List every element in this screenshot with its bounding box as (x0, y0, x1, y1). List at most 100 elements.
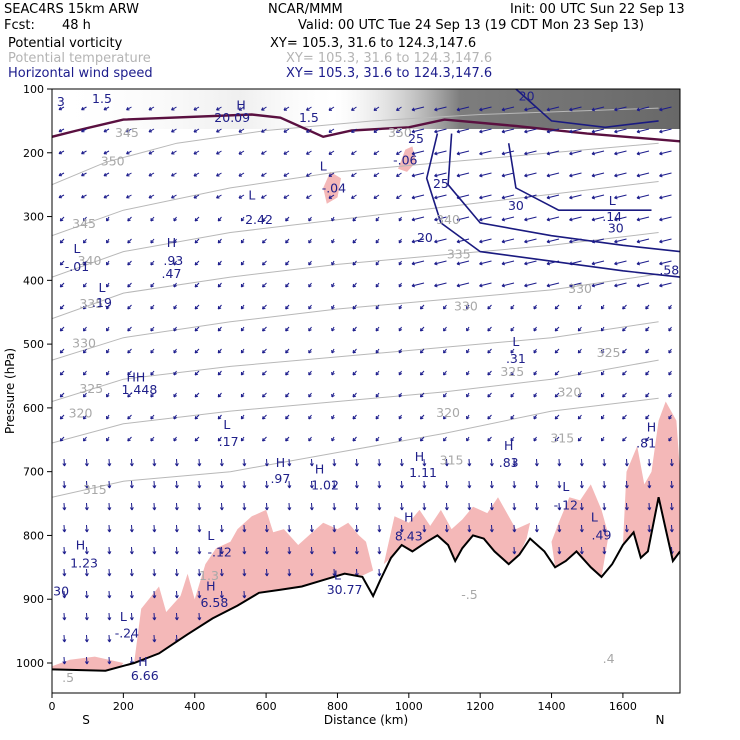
wind-vector-268 (306, 106, 312, 111)
wind-vector-560 (614, 106, 627, 112)
wind-vector-299 (331, 304, 335, 310)
wind-vector-355 (377, 568, 382, 577)
wind-vector-33 (82, 260, 87, 266)
wind-vector-250 (283, 194, 290, 199)
wind-vector-0 (58, 106, 65, 111)
y-tick-label-200: 200 (23, 147, 44, 160)
wind-vector-123 (152, 524, 157, 533)
wind-vector-471 (510, 436, 515, 442)
wind-vector-331 (354, 524, 359, 533)
wind-vector-446 (487, 326, 492, 332)
x-tick-label-600: 600 (256, 700, 277, 713)
stratosphere-shading (52, 89, 680, 129)
wind-vector-119 (150, 436, 155, 442)
wind-vector-521 (569, 172, 582, 178)
pv-label-26: 1.11 (409, 465, 437, 480)
wind-vector-142 (173, 392, 177, 398)
wind-vector-260 (285, 414, 290, 420)
wind-vector-210 (240, 304, 245, 310)
wind-vector-72 (107, 546, 112, 555)
field-xy-pv: XY= 105.3, 31.6 to 124.3,147.6 (270, 36, 477, 51)
wind-vector-349 (375, 436, 380, 442)
pv-label-10: L (74, 241, 81, 256)
wind-vector-572 (622, 370, 627, 376)
wind-vector-315 (351, 172, 357, 177)
wind-vector-347 (375, 392, 380, 398)
wind-vector-192 (217, 414, 222, 420)
wind-vector-453 (489, 480, 494, 489)
wind-vector-85 (127, 260, 132, 266)
wind-vector-226 (261, 150, 267, 155)
wind-vector-577 (624, 480, 629, 489)
pv-label-22: .97 (270, 471, 290, 486)
pv-label-25: H (415, 449, 424, 464)
forecast-label: Fcst: (4, 18, 35, 33)
wind-vector-34 (82, 282, 87, 288)
wind-vector-505 (546, 282, 560, 288)
wind-vector-98 (129, 546, 134, 555)
wind-vector-270 (306, 150, 312, 155)
wind-vector-594 (645, 414, 650, 420)
wind-vector-596 (647, 458, 652, 467)
theta-label-2: 325 (79, 381, 103, 396)
wind-vector-261 (285, 436, 290, 442)
wind-vector-207 (240, 238, 245, 244)
wind-vector-561 (614, 128, 627, 134)
wind-vector-543 (591, 194, 605, 200)
wind-vector-68 (107, 458, 112, 467)
wind-vector-215 (240, 414, 245, 420)
wind-vector-3 (58, 172, 65, 177)
wind-vector-158 (193, 194, 200, 199)
wind-vector-255 (285, 304, 290, 310)
wind-vector-480 (524, 172, 537, 178)
wind-vector-335 (373, 128, 380, 133)
wind-vector-102 (129, 634, 134, 643)
wind-vector-30 (81, 194, 87, 199)
wind-vector-64 (106, 370, 110, 376)
theta-label-3: 330 (72, 335, 96, 350)
wind-vector-191 (217, 392, 222, 398)
x-tick-label-1200: 1200 (466, 700, 494, 713)
wind-vector-76 (107, 634, 112, 643)
wind-vector-256 (285, 326, 290, 332)
wind-vector-603 (659, 172, 672, 178)
wind-vector-600 (659, 106, 672, 112)
wind-vector-376 (411, 106, 425, 112)
wind-vector-566 (614, 238, 627, 244)
wind-vector-228 (261, 194, 267, 199)
wind-vector-295 (331, 216, 335, 222)
pv-label-51: -.24 (115, 626, 139, 641)
wind-vector-265 (287, 524, 292, 533)
wind-vector-286 (309, 502, 314, 511)
wind-vector-477 (524, 106, 537, 112)
wind-vector-318 (352, 238, 357, 244)
wind-vector-201 (238, 106, 245, 111)
wind-vector-481 (524, 194, 537, 200)
pv-label-43: -.12 (208, 545, 232, 560)
wind-vector-73 (107, 568, 112, 577)
wind-vector-108 (148, 194, 155, 199)
wind-vector-283 (308, 436, 312, 442)
wind-vector-129 (171, 106, 177, 111)
wind-vector-281 (308, 392, 312, 398)
wind-vector-370 (398, 414, 403, 420)
pv-label-2: H (236, 97, 245, 112)
wind-vector-524 (569, 238, 582, 244)
wind-vector-360 (396, 194, 402, 199)
wind-vector-35 (82, 304, 87, 310)
wind-vectors (58, 106, 674, 665)
terrain-fill (52, 497, 680, 693)
wind-vector-466 (510, 326, 515, 332)
x-tick-label-200: 200 (113, 700, 134, 713)
wind-vector-167 (194, 392, 200, 398)
wind-vector-136 (173, 260, 177, 266)
wind-vector-467 (510, 348, 515, 354)
wind-vector-619 (669, 524, 674, 533)
wind-vector-105 (148, 128, 155, 133)
pv-label-12: H (167, 235, 176, 250)
wind-vector-56 (103, 194, 110, 199)
wind-vector-608 (659, 282, 672, 288)
wind-vector-60 (106, 282, 110, 288)
wind-vector-399 (434, 172, 447, 178)
